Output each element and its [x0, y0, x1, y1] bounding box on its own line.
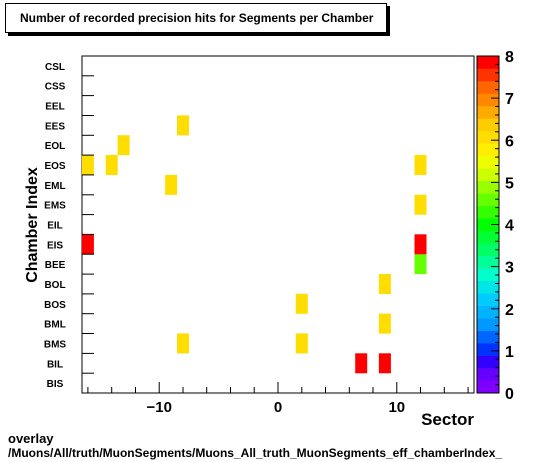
- y-tick-label: BEE: [45, 260, 66, 271]
- color-scale-tick-label: 0: [505, 386, 514, 403]
- heatmap-cell: [81, 234, 94, 255]
- heatmap-cell: [378, 274, 391, 294]
- y-tick-label: EEL: [45, 102, 64, 113]
- caption-line-2: /Muons/All/truth/MuonSegments/Muons_All_…: [8, 446, 503, 460]
- x-tick-label: 10: [388, 399, 405, 416]
- heatmap-cell: [105, 155, 118, 175]
- color-scale-segment: [477, 355, 499, 369]
- color-scale-segment: [477, 305, 499, 319]
- y-axis: BIS BIL BMS BML BOS BOL BEE EIS EIL EMS EML EOS EOL E…: [44, 62, 94, 390]
- heatmap-cell: [295, 333, 308, 354]
- heatmap-cell: [414, 234, 427, 255]
- heatmap-cell: [295, 293, 308, 314]
- color-scale-segment: [477, 243, 499, 256]
- color-scale-segment: [477, 343, 499, 356]
- y-tick-label: EOL: [45, 141, 66, 152]
- y-tick-label: CSS: [45, 82, 66, 93]
- color-scale-tick-label: 8: [505, 49, 514, 66]
- color-scale-segment: [477, 280, 499, 294]
- color-scale-segment: [477, 68, 499, 82]
- y-tick-label: BIL: [47, 359, 63, 370]
- color-scale: 0 1 2 3 4 5 6 7 8: [476, 49, 514, 403]
- heatmap-cell: [414, 155, 427, 175]
- heatmap-cells: [81, 115, 427, 374]
- heatmap-cell: [177, 333, 189, 354]
- color-scale-segment: [477, 105, 499, 119]
- color-scale-segment: [477, 205, 499, 219]
- color-scale-segment: [477, 380, 499, 394]
- color-scale-segment: [477, 180, 499, 194]
- caption-line-1: overlay: [8, 431, 54, 446]
- color-scale-segment: [477, 93, 499, 107]
- x-tick-label: −10: [146, 399, 171, 416]
- heatmap-cell: [81, 155, 94, 175]
- color-scale-segment: [477, 293, 499, 306]
- color-scale-segment: [477, 168, 499, 182]
- color-scale-segment: [477, 155, 499, 169]
- color-scale-segment: [477, 80, 499, 94]
- heatmap-cell: [177, 115, 189, 136]
- color-scale-segment: [477, 118, 499, 132]
- y-tick-label: EIL: [47, 221, 63, 232]
- y-axis-label: Chamber Index: [24, 167, 41, 283]
- color-scale-tick-label: 1: [505, 344, 514, 361]
- heatmap-cell: [378, 313, 391, 334]
- y-tick-label: CSL: [45, 62, 65, 73]
- heatmap-cell: [414, 194, 427, 215]
- y-tick-label: BMS: [44, 339, 67, 350]
- heatmap-cell: [355, 353, 368, 374]
- plot-frame: [81, 55, 475, 394]
- color-scale-segment: [477, 268, 499, 281]
- y-tick-label: EML: [44, 181, 65, 192]
- color-scale-segment: [477, 230, 499, 244]
- x-tick-label: 0: [274, 399, 282, 416]
- color-scale-tick-label: 4: [505, 218, 514, 235]
- color-scale-tick-label: 5: [505, 175, 514, 192]
- color-scale-segment: [477, 193, 499, 207]
- y-tick-label: EOS: [44, 161, 65, 172]
- chart-title: Number of recorded precision hits for Se…: [5, 3, 387, 33]
- y-tick-label: EIS: [47, 240, 63, 251]
- heatmap-cell: [165, 174, 178, 195]
- x-axis-label: Sector: [421, 410, 474, 429]
- y-tick-label: BIS: [47, 379, 64, 390]
- color-scale-segment: [477, 56, 499, 69]
- y-tick-label: BOL: [44, 280, 65, 291]
- color-scale-tick-label: 3: [505, 260, 514, 277]
- y-tick-label: EES: [45, 121, 65, 132]
- color-scale-segment: [477, 368, 499, 381]
- color-scale-segment: [477, 143, 499, 157]
- y-tick-label: BOS: [44, 300, 66, 311]
- heatmap-cell: [414, 254, 427, 275]
- color-scale-segment: [477, 218, 499, 232]
- heatmap-cell: [117, 135, 130, 156]
- heatmap-cell: [378, 353, 391, 374]
- color-scale-segment: [477, 318, 499, 331]
- color-scale-tick-label: 6: [505, 133, 514, 150]
- color-scale-segment: [477, 255, 499, 269]
- y-tick-label: BML: [44, 320, 66, 331]
- color-scale-tick-label: 2: [505, 302, 514, 319]
- x-axis: −10 0 10: [87, 382, 469, 416]
- color-scale-segment: [477, 330, 499, 344]
- y-tick-label: EMS: [44, 201, 66, 212]
- color-scale-segment: [477, 130, 499, 144]
- color-scale-tick-label: 7: [505, 91, 514, 108]
